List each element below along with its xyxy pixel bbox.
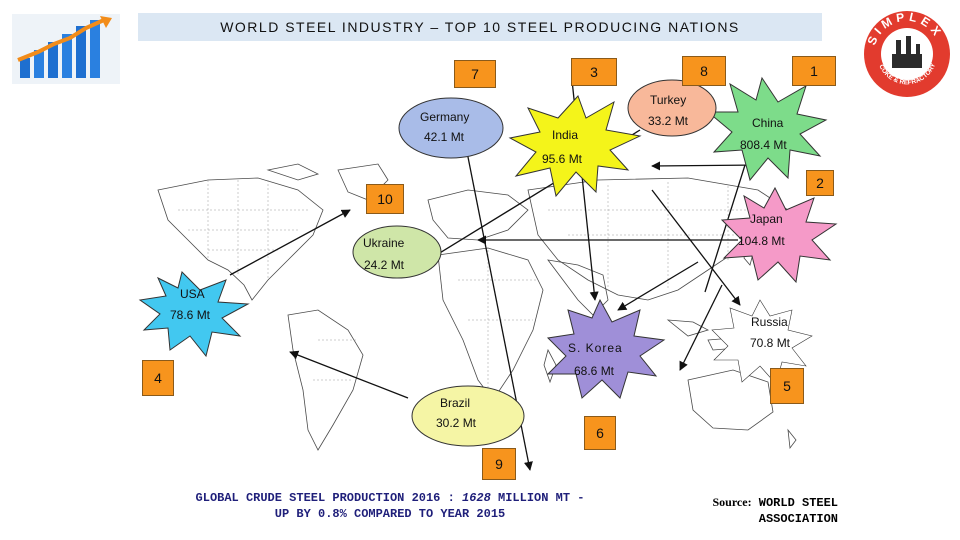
china-value: 808.4 Mt xyxy=(740,138,787,152)
brazil-ellipse xyxy=(411,385,525,447)
arrow-usa xyxy=(229,209,351,276)
rank-box-2: 2 xyxy=(806,170,834,196)
rank-box-3: 3 xyxy=(571,58,617,86)
usa-name: USA xyxy=(180,287,205,301)
arrow-brazil xyxy=(289,350,409,399)
turkey-value: 33.2 Mt xyxy=(648,114,689,128)
simplex-logo: SIMPLEX COKE & REFRACTORY xyxy=(864,10,950,97)
footer-line-2: UP BY 0.8% COMPARED TO YEAR 2015 xyxy=(274,507,506,521)
s-korea-name: S. Korea xyxy=(568,341,623,355)
source-line-2: ASSOCIATION xyxy=(758,512,838,526)
footer-line-1: GLOBAL CRUDE STEEL PRODUCTION 2016 : 162… xyxy=(195,491,585,505)
arrow-s-korea xyxy=(617,261,699,311)
source-note: Source: WORLD STEEL ASSOCIATION xyxy=(648,494,838,527)
rank-box-10: 10 xyxy=(366,184,404,214)
title-bar: WORLD STEEL INDUSTRY – TOP 10 STEEL PROD… xyxy=(138,13,822,41)
india-name: India xyxy=(552,128,579,142)
source-line-1: WORLD STEEL xyxy=(758,496,838,510)
japan-value: 104.8 Mt xyxy=(738,234,785,248)
arrow-russia-line xyxy=(704,164,746,293)
india-star xyxy=(508,95,642,198)
usa-value: 78.6 Mt xyxy=(170,308,211,322)
arrow-russia xyxy=(679,284,723,371)
japan-star xyxy=(720,186,838,284)
ukraine-ellipse xyxy=(352,225,442,279)
source-label: Source: xyxy=(712,495,752,509)
rank-box-1: 1 xyxy=(792,56,836,86)
ukraine-name: Ukraine xyxy=(363,236,405,250)
rank-box-9: 9 xyxy=(482,448,516,480)
rank-box-7: 7 xyxy=(454,60,496,88)
arrow-japan xyxy=(651,189,741,306)
ukraine-value: 24.2 Mt xyxy=(364,258,405,272)
usa-star xyxy=(138,271,250,358)
global-production-value: 1628 xyxy=(462,491,491,505)
rank-box-6: 6 xyxy=(584,416,616,450)
russia-burst xyxy=(711,299,813,385)
germany-name: Germany xyxy=(420,110,470,124)
germany-ellipse xyxy=(398,97,504,159)
brazil-value: 30.2 Mt xyxy=(436,416,477,430)
india-value: 95.6 Mt xyxy=(542,152,583,166)
russia-name: Russia xyxy=(751,315,788,329)
turkey-name: Turkey xyxy=(650,93,687,107)
turkey-ellipse xyxy=(627,79,717,137)
germany-value: 42.1 Mt xyxy=(424,130,465,144)
rank-box-4: 4 xyxy=(142,360,174,396)
s-korea-value: 68.6 Mt xyxy=(574,364,615,378)
russia-value: 70.8 Mt xyxy=(750,336,791,350)
rank-box-8: 8 xyxy=(682,56,726,86)
china-star xyxy=(706,76,828,182)
footer-note: GLOBAL CRUDE STEEL PRODUCTION 2016 : 162… xyxy=(140,490,640,522)
arrow-china xyxy=(651,161,761,171)
rank-box-5: 5 xyxy=(770,368,804,404)
s-korea-star xyxy=(546,298,666,399)
page-title: WORLD STEEL INDUSTRY – TOP 10 STEEL PROD… xyxy=(220,19,740,35)
japan-name: Japan xyxy=(750,212,783,226)
brazil-name: Brazil xyxy=(440,396,471,410)
china-name: China xyxy=(752,116,784,130)
growth-chart-icon xyxy=(12,14,120,84)
